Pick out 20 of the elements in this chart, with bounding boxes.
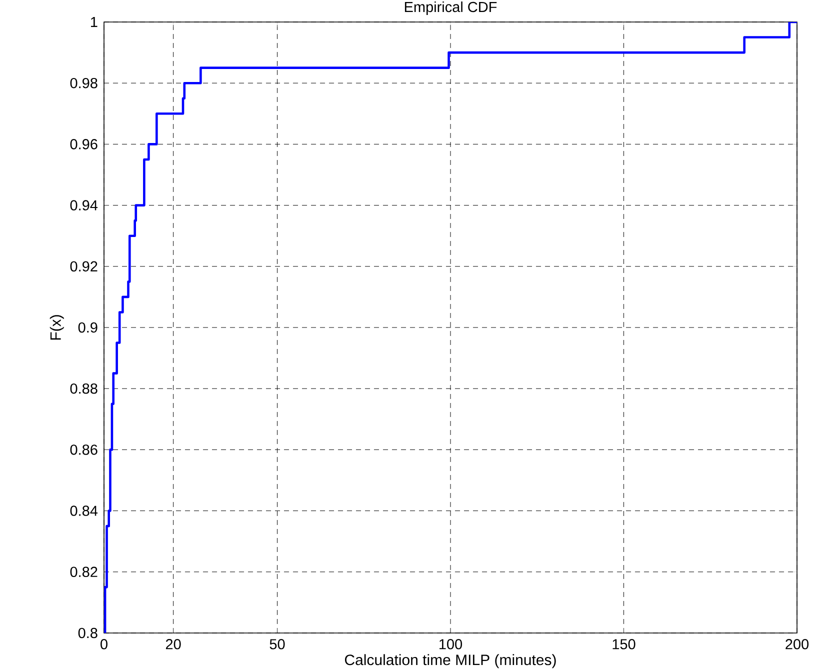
x-tick-label: 200 [786, 639, 809, 650]
y-tick-label: 0.82 [70, 566, 98, 578]
y-tick-label: 0.86 [70, 444, 98, 455]
x-tick-label: 50 [270, 639, 285, 650]
y-tick-label: 0.96 [70, 139, 98, 150]
y-tick-label: 0.98 [70, 78, 98, 88]
x-tick-label: 150 [612, 639, 636, 650]
y-tick-label: 0.8 [78, 628, 98, 638]
y-tick-label: 0.84 [70, 506, 98, 516]
y-axis-title: F(x) [50, 315, 64, 340]
y-tick-label: 0.9 [78, 322, 98, 333]
x-tick-label: 100 [440, 639, 462, 650]
y-tick-label: 0.92 [70, 261, 98, 272]
y-tick-label: 1 [91, 17, 98, 27]
y-tick-label: 0.88 [70, 383, 98, 394]
chart-title: Empirical CDF [404, 1, 497, 15]
x-tick-label: 20 [166, 639, 181, 650]
y-tick-label: 0.94 [70, 200, 98, 210]
x-tick-label: 0 [100, 639, 108, 650]
x-axis-title: Calculation time MILP (minutes) [344, 654, 556, 668]
